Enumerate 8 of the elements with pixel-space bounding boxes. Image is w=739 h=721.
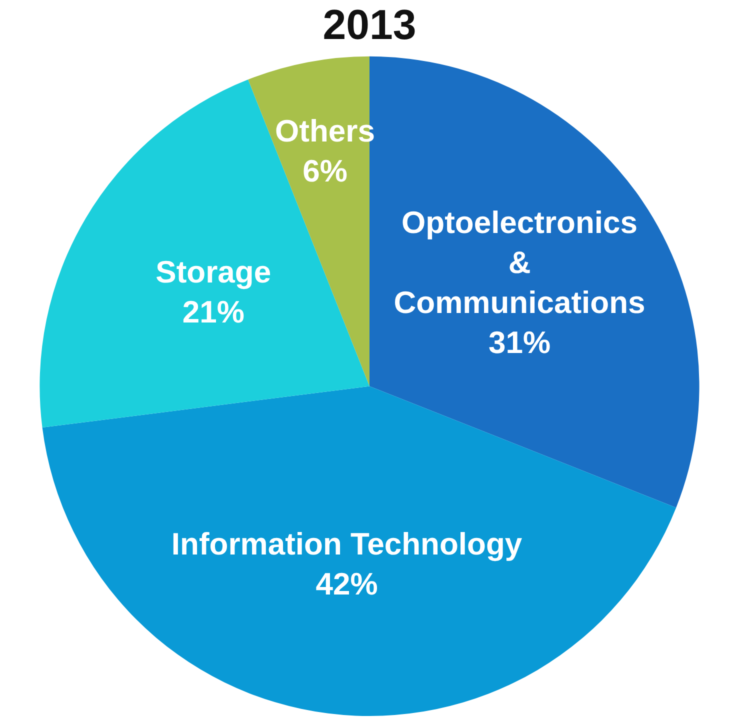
chart-title: 2013: [322, 0, 416, 48]
slice-label: Optoelectronics & Communications: [394, 204, 646, 320]
data-label: 31%: [488, 324, 551, 360]
slice-label: Storage: [156, 254, 272, 290]
data-label: 21%: [182, 294, 244, 330]
data-label: 6%: [302, 153, 348, 188]
slice-label: Information Technology: [171, 526, 523, 562]
data-label: 42%: [316, 566, 378, 602]
